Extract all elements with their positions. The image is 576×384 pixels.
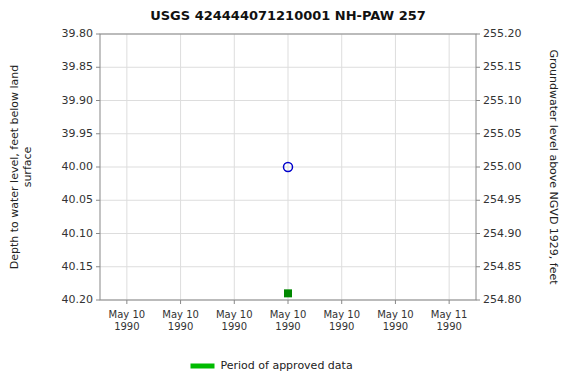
grid-line [341,34,342,300]
point [284,289,292,297]
tick [96,100,100,101]
tick-label: 40.05 [62,193,94,206]
tick [341,300,342,304]
tick [395,300,396,304]
tick-label: 40.00 [62,160,94,173]
plot-frame [100,34,476,300]
tick [126,300,127,304]
tick [476,100,480,101]
tick [96,300,100,301]
grid-line [449,34,450,300]
tick-label: 40.20 [62,293,94,306]
tick [96,67,100,68]
tick-label: 39.80 [62,27,94,40]
tick-label: May 101990 [270,309,307,332]
point [284,163,293,172]
legend: Period of approved data [191,359,353,372]
tick-label: 255.15 [483,60,522,73]
axes: 39.80 39.85 39.90 39.95 40.00 40.05 40.10 40.15… [62,27,522,332]
tick-label: 255.00 [483,160,522,173]
tick-label: May 101990 [216,309,253,332]
tick [96,266,100,267]
grid-line [180,34,181,300]
grid-line [395,34,396,300]
tick [96,34,100,35]
tick-label: 40.15 [62,260,94,273]
tick [476,266,480,267]
tick-label: 39.95 [62,127,94,140]
tick [476,167,480,168]
tick-label: 254.95 [483,193,522,206]
tick [96,133,100,134]
tick-label: May 101990 [109,309,146,332]
tick [96,200,100,201]
chart: 39.80 39.85 39.90 39.95 40.00 40.05 40.10 40.15… [0,0,576,384]
tick [476,300,480,301]
legend-swatch [191,364,215,369]
tick-label: 39.90 [62,94,94,107]
tick-label: 39.85 [62,60,94,73]
grid-line [234,34,235,300]
tick-label: 255.05 [483,127,522,140]
tick-label: 254.80 [483,293,522,306]
tick [96,233,100,234]
tick-label: May 101990 [162,309,199,332]
tick [96,167,100,168]
grid-line [288,34,289,300]
tick [476,133,480,134]
tick [476,34,480,35]
legend-label: Period of approved data [221,359,353,372]
tick-label: 254.90 [483,227,522,240]
axis-label: Groundwater level above NGVD 1929, feet [547,49,560,285]
tick [449,300,450,304]
tick-label: 255.10 [483,94,522,107]
axis-label: Depth to water level, feet below landsur… [8,65,34,270]
tick-label: May 111990 [431,309,468,332]
data [284,163,293,298]
tick-label: May 101990 [377,309,414,332]
tick [180,300,181,304]
grid [100,34,476,300]
tick [476,67,480,68]
title: USGS 424444071210001 NH-PAW 257 [150,8,426,23]
background [0,0,576,384]
tick [234,300,235,304]
tick [476,200,480,201]
tick [476,233,480,234]
grid-line [126,34,127,300]
tick-label: 254.85 [483,260,522,273]
tick-label: 255.20 [483,27,522,40]
tick-label: May 101990 [323,309,360,332]
tick [288,300,289,304]
tick-label: 40.10 [62,227,94,240]
